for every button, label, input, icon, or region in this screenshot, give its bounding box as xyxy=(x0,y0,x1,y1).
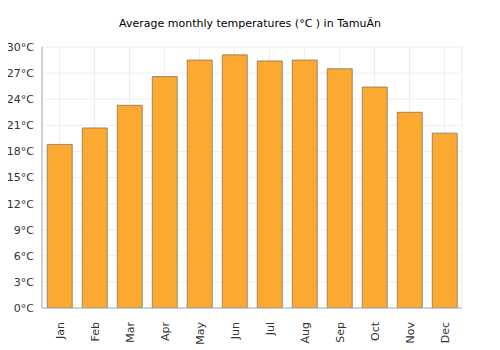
svg-text:6°C: 6°C xyxy=(14,250,34,263)
svg-text:18°C: 18°C xyxy=(8,145,34,158)
svg-text:30°C: 30°C xyxy=(8,41,34,54)
svg-text:27°C: 27°C xyxy=(8,67,34,80)
svg-text:Jun: Jun xyxy=(229,322,242,340)
svg-text:21°C: 21°C xyxy=(8,119,34,132)
svg-text:Sep: Sep xyxy=(334,322,347,343)
svg-text:Mar: Mar xyxy=(124,322,137,343)
svg-text:Nov: Nov xyxy=(404,322,417,344)
html-text:Average monthly temperatures (: Average monthly temperatures (°C ) in Ta… xyxy=(119,17,381,30)
svg-text:Dec: Dec xyxy=(439,322,452,343)
svg-text:Feb: Feb xyxy=(89,322,102,341)
svg-text:3°C: 3°C xyxy=(14,276,34,289)
svg-text:15°C: 15°C xyxy=(8,171,34,184)
svg-text:12°C: 12°C xyxy=(8,198,34,211)
svg-text:Oct: Oct xyxy=(369,321,382,341)
svg-text:9°C: 9°C xyxy=(14,224,34,237)
svg-text:0°C: 0°C xyxy=(14,302,34,315)
svg-text:Aug: Aug xyxy=(299,322,312,343)
svg-text:Apr: Apr xyxy=(159,322,172,342)
svg-text:Jul: Jul xyxy=(264,322,277,336)
svg-text:Jan: Jan xyxy=(54,322,67,340)
svg-text:May: May xyxy=(194,322,207,345)
svg-text:24°C: 24°C xyxy=(8,93,34,106)
